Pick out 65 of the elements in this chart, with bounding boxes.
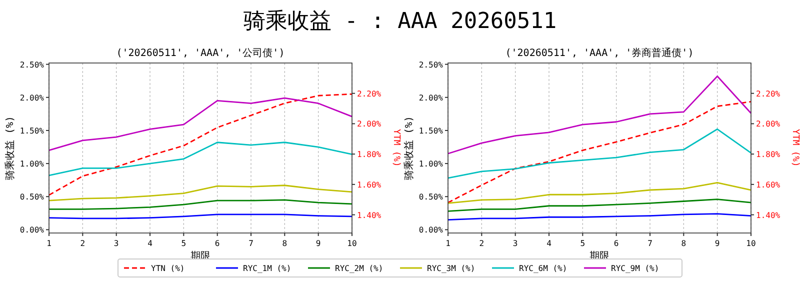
y2-tick-label: 1.60% [357, 180, 382, 190]
y2-tick-label: 1.40% [357, 210, 382, 220]
legend-label: RYC_3M (%) [427, 264, 476, 273]
y2-tick-label: 1.60% [756, 180, 780, 190]
y-axis-title: 骑乘收益 (%) [403, 116, 415, 180]
y2-tick-label: 2.20% [756, 89, 780, 98]
legend-label: RYC_6M (%) [519, 264, 568, 273]
x-tick-label: 4 [148, 239, 153, 248]
y2-tick-label: 1.40% [756, 210, 780, 220]
x-tick-label: 7 [648, 239, 653, 248]
line-series [447, 198, 752, 212]
chart-subtitle: ('20260511', 'AAA', '券商普通债') [505, 47, 694, 59]
line-series [447, 182, 752, 204]
y2-axis-title: YTM (%) [790, 129, 800, 167]
line-series [48, 97, 353, 152]
line-series [447, 76, 752, 154]
x-tick-label: 3 [512, 239, 518, 248]
text: 骑乘收益 - : AAA 20260511 [243, 9, 557, 34]
y-tick-label: 1.00% [20, 160, 44, 169]
y-tick-label: 2.00% [20, 93, 44, 102]
legend-label: RYC_1M (%) [243, 264, 292, 273]
x-tick-label: 4 [546, 239, 552, 248]
y-tick-label: 0.50% [418, 192, 444, 202]
x-tick-label: 7 [248, 239, 254, 248]
legend-label: RYC_9M (%) [611, 264, 660, 273]
line-series [447, 128, 752, 179]
x-tick-label: 5 [580, 239, 586, 248]
x-tick-label: 10 [347, 239, 357, 248]
x-tick-label: 8 [282, 239, 288, 248]
x-tick-label: 10 [746, 239, 756, 248]
legend-label: YTN (%) [151, 264, 185, 273]
line-series [48, 199, 353, 210]
line-series [48, 184, 353, 202]
x-tick-label: 6 [214, 239, 220, 248]
chart-subtitle: ('20260511', 'AAA', '公司债') [116, 47, 285, 59]
x-tick-label: 9 [316, 239, 321, 248]
y-tick-label: 1.00% [418, 160, 444, 169]
x-tick-label: 8 [681, 239, 686, 248]
legend-label: RYC_2M (%) [335, 264, 384, 273]
x-tick-label: 1 [446, 239, 451, 248]
x-tick-label: 2 [80, 239, 86, 248]
x-tick-label: 2 [479, 239, 484, 248]
x-tick-label: 3 [114, 239, 119, 248]
x-tick-label: 6 [614, 239, 619, 248]
y-tick-label: 2.00% [418, 93, 444, 102]
line-series [48, 93, 353, 196]
x-tick-label: 9 [714, 239, 720, 248]
y-tick-label: 1.50% [418, 126, 444, 136]
y-tick-label: 1.50% [20, 126, 44, 136]
y2-tick-label: 2.00% [756, 120, 780, 129]
y-tick-label: 2.50% [20, 60, 44, 70]
y2-tick-label: 1.80% [756, 150, 780, 160]
x-tick-label: 1 [46, 239, 52, 248]
y2-axis-title: YTM (%) [391, 129, 401, 167]
y2-tick-label: 1.80% [357, 150, 382, 160]
y-tick-label: 0.00% [418, 226, 444, 235]
y2-tick-label: 2.20% [357, 89, 382, 98]
line-series [447, 101, 752, 204]
x-tick-label: 5 [181, 239, 186, 248]
y-tick-label: 0.50% [20, 192, 44, 202]
y-axis-title: 骑乘收益 (%) [4, 116, 16, 180]
line-series [48, 142, 353, 176]
y-tick-label: 0.00% [20, 226, 44, 235]
y2-tick-label: 2.00% [357, 120, 382, 129]
y-tick-label: 2.50% [418, 60, 444, 70]
